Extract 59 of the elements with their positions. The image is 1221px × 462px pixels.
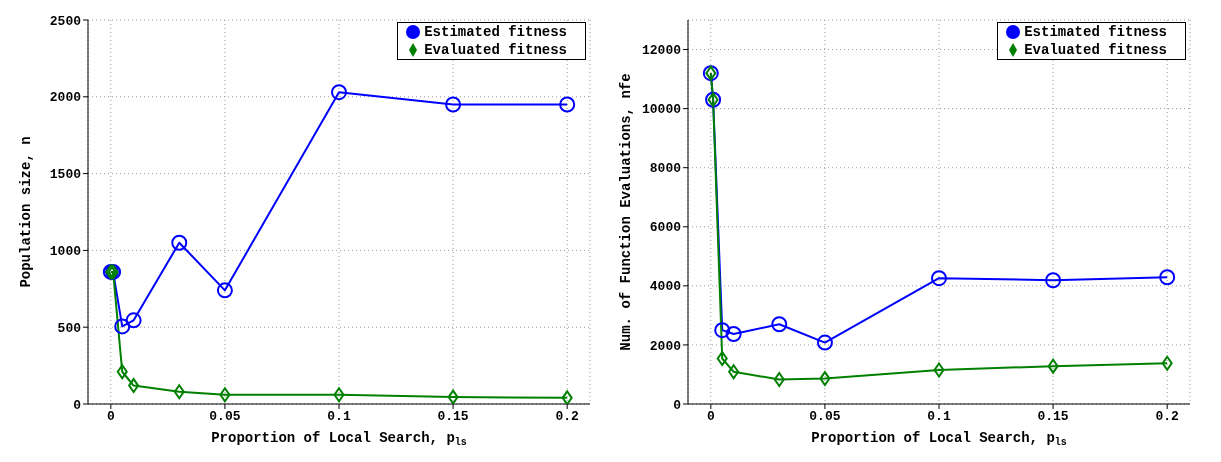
point <box>1161 355 1173 371</box>
y-tick-label: 6000 <box>649 220 682 236</box>
y-tick-label: 10000 <box>641 102 682 118</box>
point <box>561 390 573 404</box>
point <box>125 312 142 329</box>
y-tick-label: 1000 <box>49 244 82 260</box>
point <box>171 234 188 251</box>
x-tick-label: 0 <box>106 409 115 425</box>
x-tick-label: 0.05 <box>209 409 241 425</box>
y-axis-title: Population size, n <box>18 136 34 288</box>
point <box>931 270 947 287</box>
y-tick-label: 2000 <box>649 338 682 354</box>
legend-label: Estimated fitness <box>1024 24 1167 40</box>
y-tick-label: 8000 <box>649 161 682 177</box>
x-tick-label: 0.1 <box>927 409 951 425</box>
point <box>714 322 731 339</box>
point <box>773 371 785 387</box>
y-tick-label: 0 <box>73 397 82 413</box>
point <box>128 378 140 394</box>
y-tick-label: 1500 <box>49 167 82 183</box>
point <box>216 282 233 299</box>
point <box>771 316 788 333</box>
point <box>445 96 462 113</box>
point <box>1047 358 1059 374</box>
x-tick-label: 0.15 <box>1037 409 1069 425</box>
x-tick-label: 0.05 <box>809 409 841 425</box>
point <box>116 364 128 380</box>
point <box>816 334 833 351</box>
point <box>331 84 347 101</box>
point <box>819 371 831 387</box>
point <box>1045 272 1062 289</box>
point <box>114 318 131 335</box>
point <box>333 387 345 403</box>
y-tick-label: 4000 <box>649 279 682 295</box>
x-axis-title: Proportion of Local Search, p$_{ls}$ <box>811 430 1067 448</box>
x-tick-label: 0.1 <box>327 409 351 425</box>
point <box>559 96 576 113</box>
legend-label: Evaluated fitness <box>424 42 567 58</box>
point <box>219 387 231 403</box>
point <box>447 389 459 404</box>
point <box>728 364 740 380</box>
x-tick-label: 0 <box>706 409 715 425</box>
y-tick-label: 2500 <box>49 13 82 29</box>
y-tick-label: 12000 <box>641 43 682 59</box>
point <box>933 362 945 378</box>
x-tick-label: 0.2 <box>555 409 580 425</box>
y-tick-label: 2000 <box>49 90 82 106</box>
point <box>716 351 728 367</box>
x-axis-title: Proportion of Local Search, p$_{ls}$ <box>211 430 467 448</box>
legend-label: Evaluated fitness <box>1024 42 1167 58</box>
x-tick-label: 0.15 <box>437 409 469 425</box>
point <box>725 325 742 342</box>
y-axis-title: Num. of Function Evaluations, nfe <box>618 73 634 351</box>
y-tick-label: 0 <box>673 397 682 413</box>
point <box>1159 269 1176 286</box>
x-tick-label: 0.2 <box>1155 409 1180 425</box>
point <box>173 384 185 400</box>
legend-label: Estimated fitness <box>424 24 567 40</box>
y-tick-label: 500 <box>57 320 82 336</box>
